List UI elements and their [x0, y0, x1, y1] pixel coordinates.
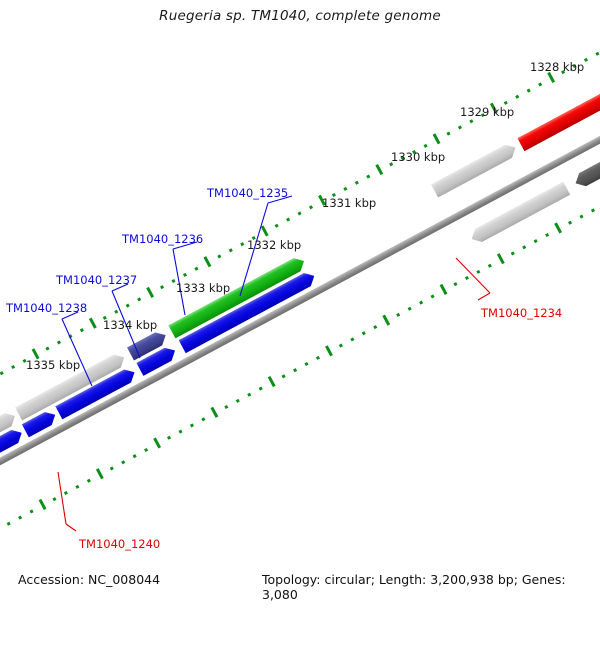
- ruler-label: 1330 kbp: [391, 150, 446, 164]
- gene-label-tm1040_1237[interactable]: TM1040_1237: [56, 273, 138, 287]
- page-title: Ruegeria sp. TM1040, complete genome: [159, 8, 441, 24]
- ruler-label: 1333 kbp: [176, 281, 231, 295]
- gene-label-tm1040_1238[interactable]: TM1040_1238: [6, 301, 88, 315]
- genome-map-canvas: Ruegeria sp. TM1040, complete genome: [0, 8, 600, 602]
- ruler-label: 1332 kbp: [247, 238, 302, 252]
- gene-label-tm1040_1234[interactable]: TM1040_1234: [481, 306, 563, 320]
- ruler-label: 1331 kbp: [322, 196, 377, 210]
- label-leader-lines: [57, 195, 491, 532]
- ruler-label: 1335 kbp: [26, 358, 81, 372]
- accession-text: Accession: NC_008044: [18, 572, 161, 587]
- gene-label-tm1040_1236[interactable]: TM1040_1236: [122, 232, 204, 246]
- ruler-label: 1334 kbp: [103, 318, 158, 332]
- genome-stats-text: Topology: circular; Length: 3,200,938 bp…: [262, 572, 566, 602]
- gene-label-tm1040_1240[interactable]: TM1040_1240: [79, 537, 161, 551]
- ruler-label: 1328 kbp: [530, 60, 585, 74]
- ruler-label: 1329 kbp: [460, 105, 515, 119]
- gene-label-tm1040_1235[interactable]: TM1040_1235: [207, 186, 289, 200]
